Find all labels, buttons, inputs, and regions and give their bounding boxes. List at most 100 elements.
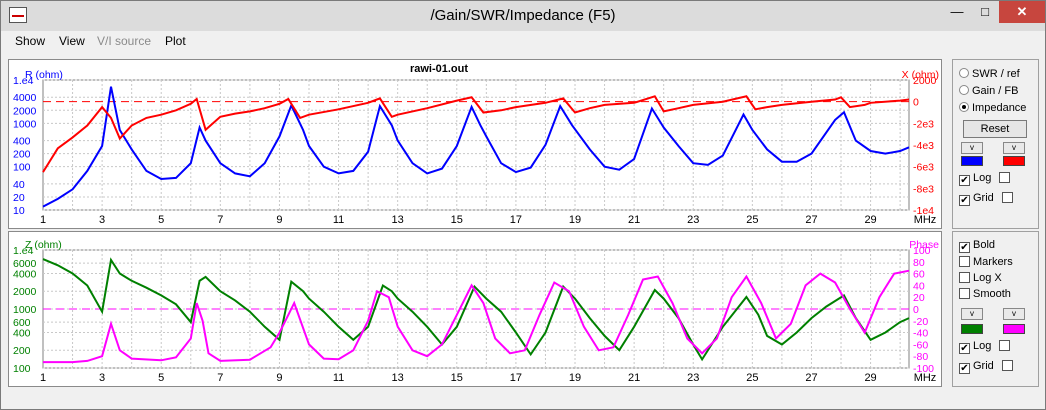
top-log-check[interactable]: ✔ Log: [959, 172, 1013, 186]
left-tick-label: 200: [13, 345, 31, 357]
menu-plot[interactable]: Plot: [165, 34, 186, 48]
x-tick-label: 7: [217, 214, 223, 226]
radio-swr[interactable]: SWR / ref: [959, 68, 1020, 80]
logx-label: Log X: [973, 272, 1002, 284]
logx-box[interactable]: [959, 272, 970, 283]
x-tick-label: 7: [217, 372, 223, 384]
left-tick-label: 1.e4: [13, 75, 34, 87]
right-tick-label: -80: [913, 351, 928, 363]
smooth-label: Smooth: [973, 288, 1011, 300]
radio-gain-indicator[interactable]: [959, 85, 969, 95]
window-title: /Gain/SWR/Impedance (F5): [430, 7, 616, 24]
x-tick-label: 15: [451, 372, 463, 384]
x-tick-label: 13: [392, 214, 404, 226]
reset-button[interactable]: Reset: [963, 120, 1027, 138]
z-color-spin[interactable]: v: [961, 308, 983, 320]
x-color-spin[interactable]: v: [1003, 142, 1025, 154]
bottom-grid-label: Grid: [973, 360, 994, 372]
close-button[interactable]: ✕: [999, 1, 1045, 23]
bottom-log-left-box[interactable]: ✔: [959, 343, 970, 354]
top-grid-check[interactable]: ✔ Grid: [959, 192, 1016, 206]
r-series-line: [42, 86, 910, 208]
rx-plot-panel: 1 3 5 7 9 11 13 15 17 19 21 23 25 27 29 MHz 1.e4 4000 2000…: [8, 59, 942, 229]
bottom-log-check[interactable]: ✔ Log: [959, 340, 1013, 354]
menu-bar: Show View V/I source Plot: [1, 31, 1045, 53]
x-tick-label: 21: [628, 372, 640, 384]
x-tick-label: 5: [158, 372, 164, 384]
left-tick-label: 2000: [13, 105, 37, 117]
right-tick-label: 20: [913, 292, 925, 304]
bottom-grid-right-box[interactable]: [1001, 360, 1013, 371]
rx-chart: 1 3 5 7 9 11 13 15 17 19 21 23 25 27 29 MHz1.e440002000…: [13, 63, 939, 226]
menu-show[interactable]: Show: [15, 34, 46, 48]
minimize-button[interactable]: —: [950, 4, 964, 19]
x-tick-label: 11: [333, 372, 344, 384]
right-tick-label: -2e3: [913, 118, 934, 130]
bold-check[interactable]: ✔ Bold: [959, 239, 995, 253]
plot-area: [42, 79, 910, 211]
bottom-grid-check[interactable]: ✔ Grid: [959, 360, 1016, 374]
right-tick-label: -8e3: [913, 183, 934, 195]
radio-impedance-indicator[interactable]: [959, 102, 969, 112]
r-color-swatch[interactable]: [961, 156, 983, 166]
right-tick-label: 60: [913, 269, 925, 281]
z-phase-plot-panel: 1 3 5 7 9 11 13 15 17 19 21 23 25 27 29 MHz 1.e4 6000 4000…: [8, 231, 942, 387]
x-tick-label: 15: [451, 214, 463, 226]
left-tick-label: 6000: [13, 258, 37, 270]
app-icon[interactable]: [9, 7, 27, 23]
top-log-right-box[interactable]: [999, 172, 1011, 183]
radio-swr-indicator[interactable]: [959, 68, 969, 78]
z-color-swatch[interactable]: [961, 324, 983, 334]
radio-gain-label: Gain / FB: [972, 85, 1019, 97]
right-tick-label: -4e3: [913, 140, 934, 152]
phase-color-swatch[interactable]: [1003, 324, 1025, 334]
top-log-left-box[interactable]: ✔: [959, 175, 970, 186]
bold-box[interactable]: ✔: [959, 242, 970, 253]
menu-vi-source[interactable]: V/I source: [97, 34, 152, 48]
smooth-check[interactable]: Smooth: [959, 288, 1011, 300]
x-tick-label: 17: [510, 372, 522, 384]
x-tick-label: 3: [99, 372, 105, 384]
r-color-spin[interactable]: v: [961, 142, 983, 154]
x-tick-label: 19: [569, 214, 581, 226]
radio-impedance[interactable]: Impedance: [959, 102, 1026, 114]
phase-series-line: [43, 269, 910, 364]
x-tick-label: 9: [276, 214, 282, 226]
left-tick-label: 1.e4: [13, 245, 34, 257]
right-tick-label: 100: [913, 245, 931, 257]
x-tick-label: 13: [392, 372, 404, 384]
x-tick-label: 21: [628, 214, 640, 226]
radio-gain[interactable]: Gain / FB: [959, 85, 1018, 97]
top-controls: SWR / ref Gain / FB Impedance Reset v v …: [952, 59, 1039, 229]
left-tick-label: 400: [13, 136, 31, 148]
bold-label: Bold: [973, 239, 996, 251]
x-tick-label: 5: [158, 214, 164, 226]
x-tick-label: 25: [746, 214, 758, 226]
top-grid-left-box[interactable]: ✔: [959, 195, 970, 206]
markers-box[interactable]: [959, 256, 970, 267]
x-color-swatch[interactable]: [1003, 156, 1025, 166]
x-tick-label: 25: [746, 372, 758, 384]
top-grid-label: Grid: [973, 192, 994, 204]
menu-view[interactable]: View: [59, 34, 85, 48]
top-grid-right-box[interactable]: [1001, 192, 1013, 203]
right-tick-label: 2000: [913, 75, 937, 87]
left-tick-label: 10: [13, 205, 25, 217]
phase-color-spin[interactable]: v: [1003, 308, 1025, 320]
left-unit-label: Z (ohm): [25, 239, 62, 251]
maximize-button[interactable]: □: [981, 4, 989, 19]
logx-check[interactable]: Log X: [959, 272, 1002, 284]
x-tick-label: 29: [864, 372, 876, 384]
markers-check[interactable]: Markers: [959, 256, 1013, 268]
right-tick-label: -6e3: [913, 162, 934, 174]
x-tick-label: 29: [864, 214, 876, 226]
title-bar[interactable]: /Gain/SWR/Impedance (F5) — □ ✕: [1, 1, 1045, 31]
right-tick-label: 40: [913, 280, 925, 292]
x-tick-label: 27: [805, 372, 817, 384]
bottom-grid-left-box[interactable]: ✔: [959, 363, 970, 374]
left-unit-label: R (ohm): [25, 69, 63, 81]
smooth-box[interactable]: [959, 288, 970, 299]
left-tick-label: 600: [13, 317, 31, 329]
bottom-log-right-box[interactable]: [999, 340, 1011, 351]
